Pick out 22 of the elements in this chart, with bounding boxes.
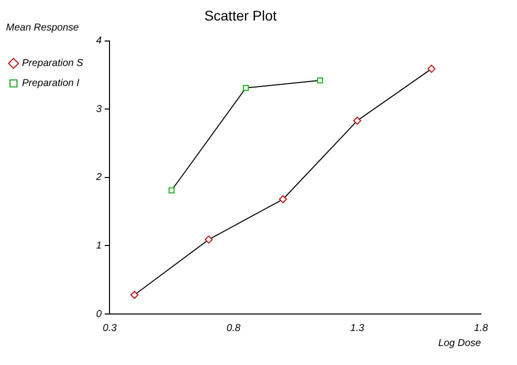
- y-tick-label: 0: [96, 308, 102, 320]
- x-tick-label: 1.3: [350, 322, 365, 334]
- y-tick-label: 3: [96, 104, 102, 115]
- y-axis-title: Mean Response: [6, 22, 80, 34]
- point: [130, 290, 138, 299]
- x-axis-title: Log Dose: [438, 338, 482, 349]
- x-tick-label: 1.8: [474, 322, 488, 334]
- y-tick-label: 2: [95, 172, 102, 184]
- point: [317, 77, 324, 84]
- y-tick-label: 4: [96, 36, 102, 47]
- point: [242, 84, 249, 91]
- x-tick-label: 0.3: [102, 322, 118, 334]
- x-tick-label: 0.8: [226, 322, 241, 334]
- chart-title: Scatter Plot: [204, 7, 277, 24]
- point: [204, 236, 213, 244]
- legend-label: Preparation I: [22, 78, 80, 90]
- point: [427, 64, 436, 73]
- point: [353, 116, 362, 125]
- y-tick-label: 1: [96, 240, 102, 252]
- point: [278, 195, 287, 204]
- legend-label: Preparation S: [22, 58, 84, 70]
- point: [168, 187, 175, 194]
